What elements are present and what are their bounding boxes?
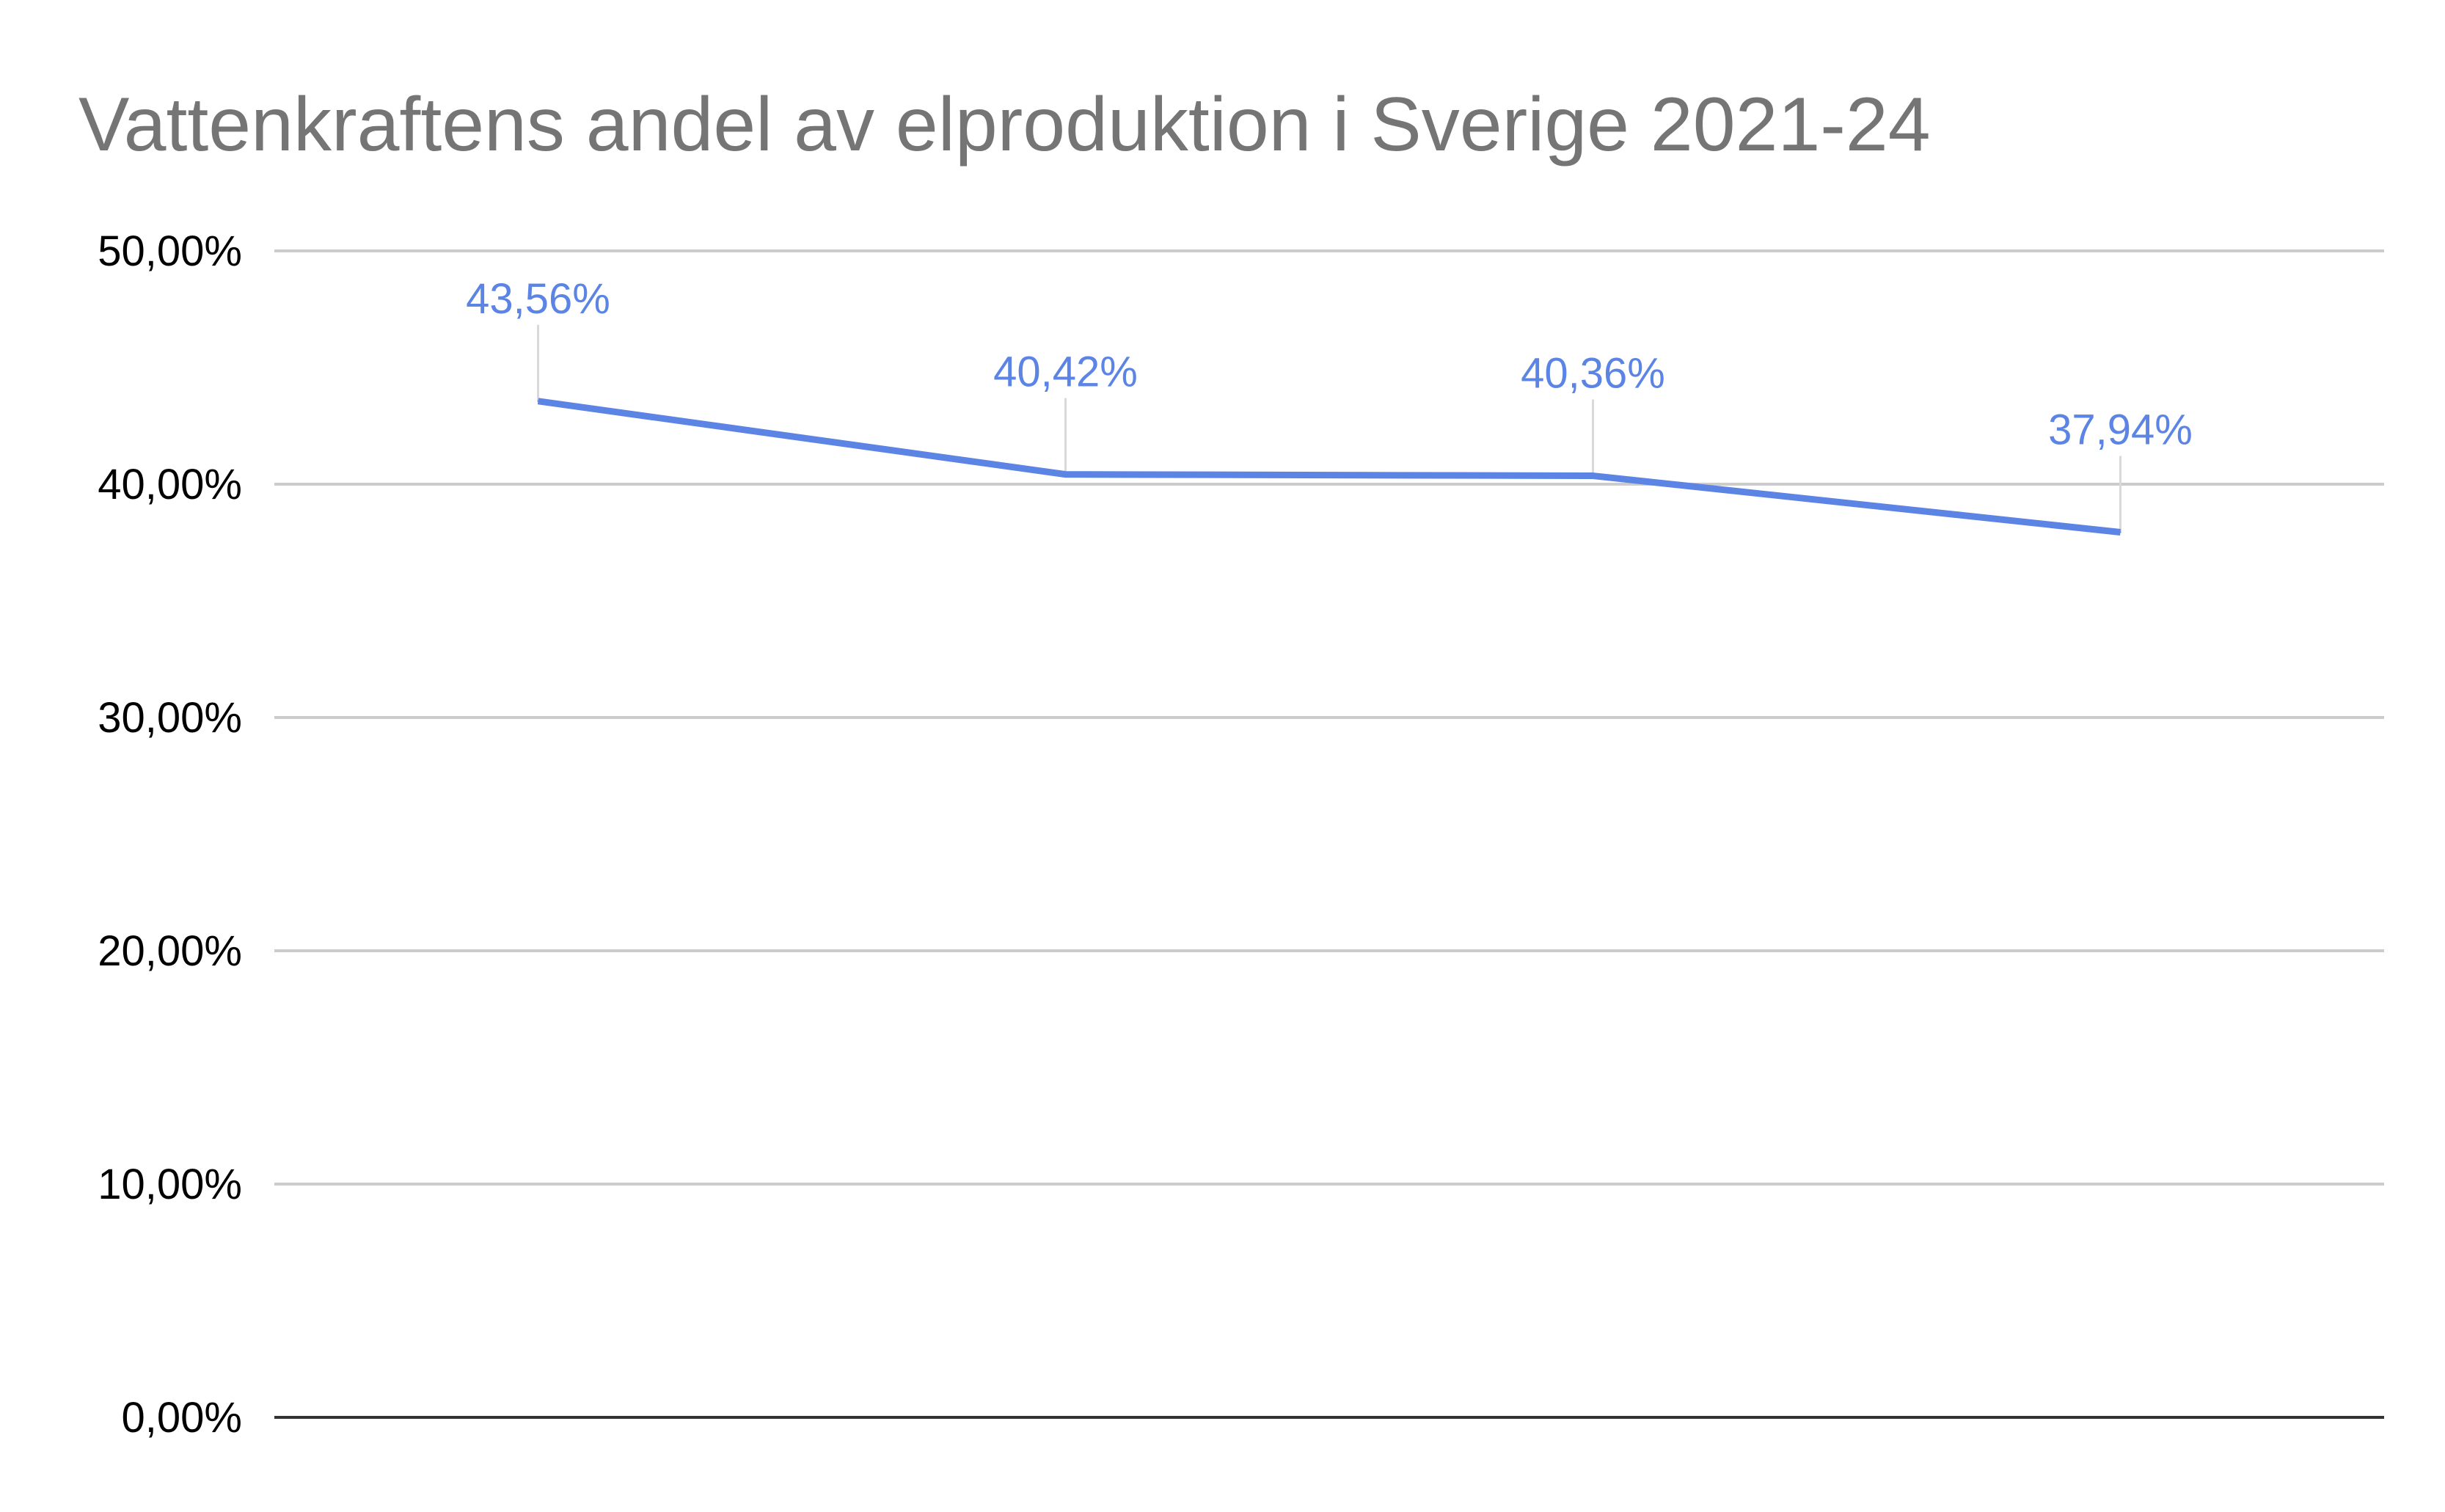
y-tick-label: 50,00% — [98, 227, 242, 275]
gridlines — [274, 249, 2384, 1419]
data-point — [2119, 531, 2121, 533]
data-point — [1064, 473, 1067, 475]
y-tick-label: 40,00% — [98, 461, 242, 508]
data-point — [1592, 475, 1594, 477]
series-lines — [537, 398, 2121, 536]
y-tick-label: 30,00% — [98, 694, 242, 742]
data-label: 37,94% — [2048, 406, 2193, 454]
series-line — [537, 398, 2121, 536]
y-axis-tick-labels: 0,00% 10,00% 20,00% 30,00% 40,00% 50,00% — [98, 227, 242, 1442]
y-tick-label: 10,00% — [98, 1161, 242, 1208]
chart-title: Vattenkraftens andel av elproduktion i S… — [78, 82, 1931, 167]
y-tick-label: 0,00% — [122, 1394, 242, 1442]
data-label-leaders — [537, 324, 2121, 533]
data-label: 40,36% — [1521, 350, 1665, 398]
data-point — [537, 400, 539, 402]
y-tick-label: 20,00% — [98, 927, 242, 975]
data-label: 43,56% — [466, 275, 610, 323]
data-labels: 43,56% 40,42% 40,36% 37,94% — [466, 275, 2193, 454]
data-label: 40,42% — [993, 348, 1138, 396]
